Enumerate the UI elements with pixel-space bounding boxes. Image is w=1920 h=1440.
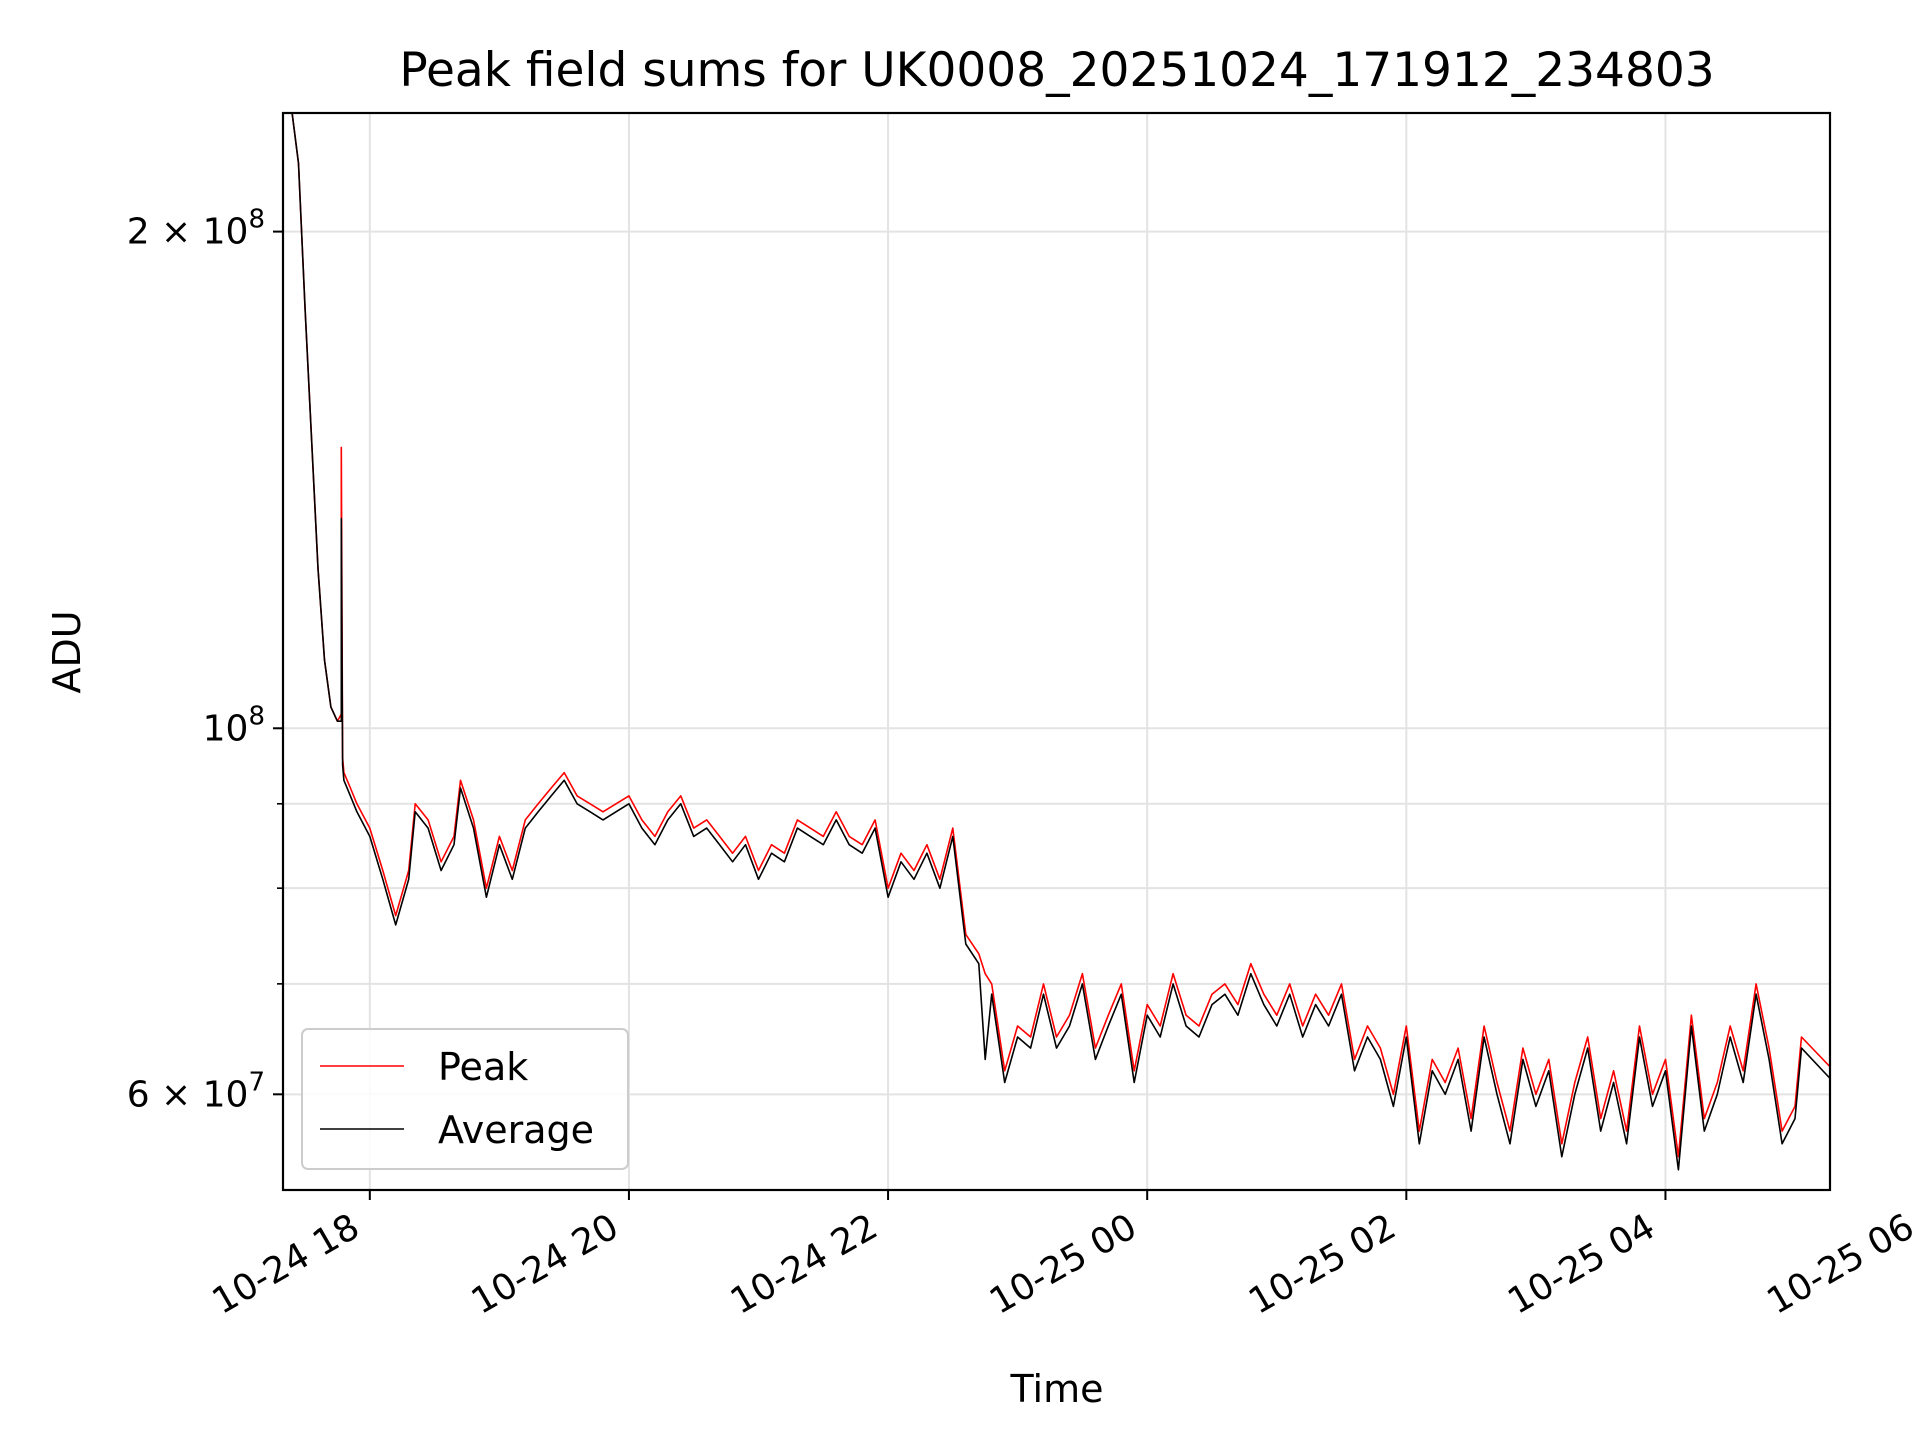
x-axis-label: Time — [1010, 1367, 1104, 1411]
y-axis: 6 × 107 108 2 × 108 — [127, 205, 283, 1115]
legend: Peak Average — [301, 1028, 629, 1170]
series-line-peak — [283, 113, 1830, 1158]
y-axis-label: ADU — [45, 610, 89, 693]
y-tick-label: 108 — [203, 701, 265, 749]
y-tick-label: 6 × 107 — [127, 1067, 265, 1115]
series-layer — [283, 113, 1830, 1171]
legend-box — [301, 1028, 629, 1170]
plot-frame — [281, 111, 1832, 1192]
chart-title: Peak field sums for UK0008_20251024_1719… — [399, 43, 1714, 98]
legend-label-average: Average — [438, 1108, 594, 1152]
series-line-average — [283, 113, 1830, 1171]
y-tick-label: 2 × 108 — [127, 205, 265, 253]
legend-label-peak: Peak — [438, 1045, 528, 1089]
